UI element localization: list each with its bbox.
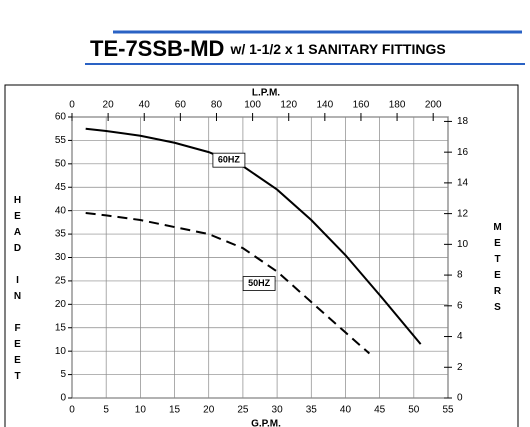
y-tick-label: 5 [60, 369, 66, 380]
series-label-box [242, 276, 276, 291]
x2-tick-label: 60 [175, 100, 187, 111]
x2-tick-label: 0 [69, 100, 75, 111]
y-tick-label: 50 [55, 158, 67, 169]
x2-tick-label: 140 [316, 100, 333, 111]
x2-tick-label: 180 [389, 100, 406, 111]
y-tick-label: 15 [55, 322, 67, 333]
y-tick-label: 40 [55, 205, 67, 216]
series-label-box [212, 152, 246, 168]
chart-frame [4, 84, 519, 427]
x-tick-label: 35 [306, 405, 318, 416]
y-tick-label: 0 [60, 393, 66, 404]
x-tick-label: 30 [272, 405, 284, 416]
x2-tick-label: 200 [425, 100, 442, 111]
series-line [85, 127, 422, 345]
series-label: 50HZ [248, 278, 271, 288]
x2-axis-label: L.P.M. [252, 88, 280, 99]
y-tick-label: 45 [55, 182, 67, 193]
y-tick-label: 10 [55, 346, 67, 357]
x-tick-label: 55 [442, 405, 454, 416]
x-axis-label: G.P.M. [251, 419, 281, 427]
x-tick-label: 20 [203, 405, 215, 416]
y2-tick-label: 12 [457, 208, 469, 219]
y2-tick-label: 8 [457, 270, 463, 281]
x-tick-label: 15 [169, 405, 181, 416]
y-axis-label: HEAD IN FEET [12, 195, 23, 387]
y-tick-label: 30 [55, 252, 67, 263]
y2-tick-label: 6 [457, 300, 463, 311]
x-tick-label: 25 [237, 405, 249, 416]
y2-tick-label: 18 [457, 116, 469, 127]
series-label: 60HZ [218, 155, 241, 165]
y-tick-label: 60 [55, 112, 67, 123]
x2-tick-label: 20 [103, 100, 115, 111]
y-tick-label: 20 [55, 299, 67, 310]
title-main: TE-7SSB-MD [90, 36, 224, 61]
x-tick-label: 5 [103, 405, 109, 416]
y2-tick-label: 0 [457, 393, 463, 404]
chart-title: TE-7SSB-MD w/ 1-1/2 x 1 SANITARY FITTINGS [90, 36, 446, 61]
y2-tick-label: 4 [457, 331, 463, 342]
y2-tick-label: 10 [457, 239, 469, 250]
y2-tick-label: 2 [457, 362, 463, 373]
y-tick-label: 35 [55, 229, 67, 240]
series-line [85, 212, 371, 355]
y2-tick-label: 14 [457, 178, 469, 189]
x2-tick-label: 160 [353, 100, 370, 111]
x2-tick-label: 120 [280, 100, 297, 111]
y2-tick-label: 16 [457, 147, 469, 158]
x2-tick-label: 40 [139, 100, 151, 111]
y-tick-label: 25 [55, 276, 67, 287]
title-sub: w/ 1-1/2 x 1 SANITARY FITTINGS [229, 41, 445, 57]
x-tick-label: 40 [340, 405, 352, 416]
x-tick-label: 50 [408, 405, 420, 416]
x2-tick-label: 80 [211, 100, 223, 111]
y-tick-label: 55 [55, 135, 67, 146]
x2-tick-label: 100 [244, 100, 261, 111]
x-tick-label: 10 [135, 405, 147, 416]
y2-axis-label: METERS [492, 222, 503, 318]
x-tick-label: 45 [374, 405, 386, 416]
x-tick-label: 0 [69, 405, 75, 416]
